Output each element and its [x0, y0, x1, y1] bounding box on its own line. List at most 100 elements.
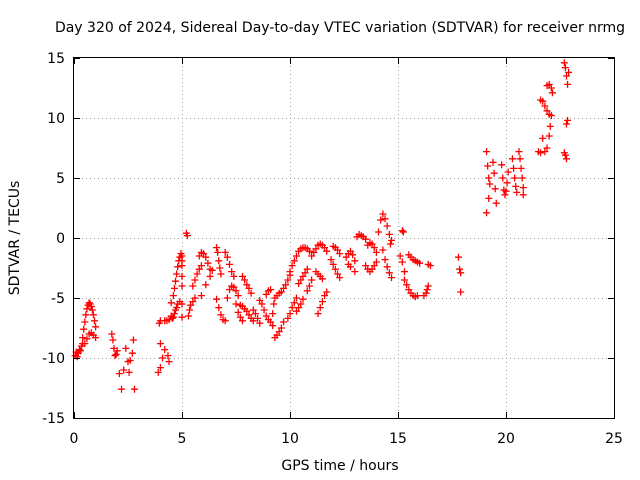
data-point	[126, 356, 134, 364]
data-point	[399, 228, 407, 236]
data-point	[508, 155, 516, 163]
data-point	[349, 251, 357, 259]
data-point	[170, 310, 178, 318]
data-point	[299, 272, 307, 280]
x-tick-label: 25	[605, 431, 623, 447]
data-point	[295, 304, 303, 312]
grid	[74, 58, 614, 418]
data-point	[91, 317, 99, 325]
data-point	[89, 311, 97, 319]
data-point	[502, 187, 510, 195]
data-point	[413, 292, 421, 300]
data-point	[545, 80, 553, 88]
data-point	[312, 245, 320, 253]
data-point	[191, 276, 199, 284]
data-point	[161, 346, 169, 354]
data-point	[489, 158, 497, 166]
data-point	[277, 324, 285, 332]
data-point	[561, 64, 569, 72]
data-point	[230, 283, 238, 291]
data-point	[308, 276, 316, 284]
x-axis-label: GPS time / hours	[281, 458, 398, 474]
data-point	[513, 188, 521, 196]
data-point	[284, 314, 292, 322]
data-point	[202, 281, 210, 289]
data-point	[269, 310, 277, 318]
data-point	[213, 295, 221, 303]
data-point	[423, 286, 431, 294]
data-point	[172, 277, 180, 285]
data-point	[251, 310, 259, 318]
data-point	[370, 262, 378, 270]
data-point	[379, 210, 387, 218]
data-point	[80, 325, 88, 333]
data-point	[564, 80, 572, 88]
data-point	[512, 182, 520, 190]
data-point	[510, 164, 518, 172]
data-point	[184, 312, 192, 320]
data-point	[368, 265, 376, 273]
data-point	[286, 310, 294, 318]
data-point	[565, 68, 573, 76]
data-point	[454, 253, 462, 261]
data-point	[120, 366, 128, 374]
data-point	[329, 260, 337, 268]
data-point	[290, 299, 298, 307]
data-point	[543, 107, 551, 115]
data-point	[321, 292, 329, 300]
data-point	[170, 284, 178, 292]
data-point	[217, 270, 225, 278]
data-point	[503, 179, 511, 187]
data-point	[154, 368, 162, 376]
data-point	[398, 227, 406, 235]
data-point	[109, 336, 117, 344]
data-point	[202, 253, 210, 261]
data-point	[275, 328, 283, 336]
data-point	[254, 314, 262, 322]
data-point	[539, 97, 547, 105]
axis-ticks	[74, 58, 615, 419]
data-point	[216, 264, 224, 272]
data-point	[249, 306, 257, 314]
data-point	[156, 340, 164, 348]
data-point	[213, 244, 221, 252]
x-tick-label: 0	[70, 431, 79, 447]
data-point	[112, 350, 120, 358]
plot-frame	[73, 57, 615, 419]
data-point	[83, 305, 91, 313]
data-point	[484, 162, 492, 170]
data-point	[258, 300, 266, 308]
data-point	[178, 272, 186, 280]
data-point	[87, 302, 95, 310]
data-point	[88, 306, 96, 314]
data-point	[308, 252, 316, 260]
data-point	[372, 248, 380, 256]
data-point	[267, 318, 275, 326]
y-tick-label: 0	[56, 231, 65, 247]
data-point	[547, 84, 555, 92]
data-point	[92, 323, 100, 331]
data-point	[379, 246, 387, 254]
data-point	[290, 257, 298, 265]
data-point	[299, 295, 307, 303]
data-point	[247, 289, 255, 297]
data-point	[381, 215, 389, 223]
data-point	[396, 252, 404, 260]
data-point	[288, 262, 296, 270]
data-point	[388, 274, 396, 282]
data-point	[310, 248, 318, 256]
data-point	[208, 266, 216, 274]
data-point	[280, 284, 288, 292]
data-point	[125, 368, 133, 376]
data-points	[71, 59, 573, 393]
data-point	[73, 353, 81, 361]
data-point	[403, 281, 411, 289]
data-point	[169, 292, 177, 300]
data-point	[191, 294, 199, 302]
data-point	[346, 247, 354, 255]
data-point	[519, 191, 527, 199]
data-point	[539, 134, 547, 142]
data-point	[195, 252, 203, 260]
data-point	[128, 349, 136, 357]
